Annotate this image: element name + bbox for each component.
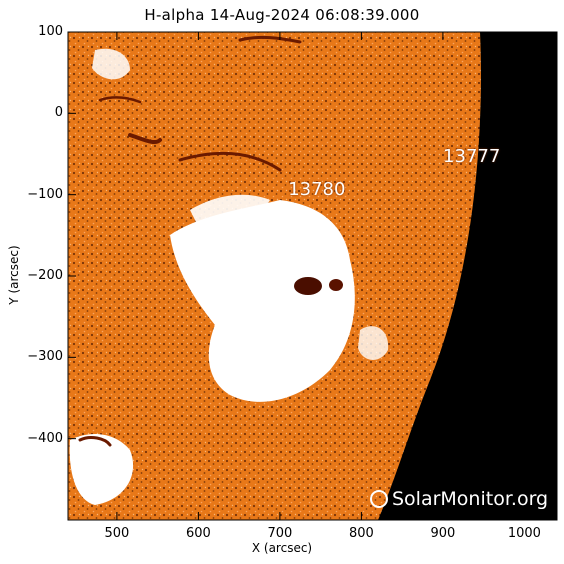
filament-5	[98, 96, 142, 104]
filament-4	[78, 436, 112, 447]
filaments	[78, 35, 302, 447]
active-region-label: 13780	[288, 178, 346, 200]
x-tick-label: 600	[185, 526, 211, 541]
watermark-logo-icon	[370, 490, 388, 508]
lower-left-plage	[69, 434, 134, 505]
sunspot-main	[294, 277, 322, 295]
x-tick-label: 500	[104, 526, 130, 541]
y-tick-label: −200	[27, 268, 63, 283]
filament-2	[128, 133, 162, 145]
x-axis-label: X (arcsec)	[251, 541, 313, 555]
image-area	[68, 32, 557, 520]
active-region-label: 13777	[443, 146, 501, 168]
y-ticks	[68, 31, 557, 440]
space-beyond-limb	[378, 32, 557, 520]
plage-regions	[69, 48, 389, 505]
top-plage	[92, 48, 130, 80]
y-tick-label: 100	[38, 24, 63, 39]
x-tick-label: 1000	[507, 526, 541, 541]
x-tick-label: 800	[348, 526, 374, 541]
sunspot-secondary	[329, 279, 343, 291]
sunspots	[294, 277, 343, 295]
upper-plage	[190, 194, 270, 232]
x-tick-label: 900	[430, 526, 456, 541]
right-plage	[358, 326, 389, 360]
y-axis-label: Y (arcsec)	[7, 245, 21, 305]
y-tick-label: 0	[54, 105, 63, 121]
filament-3	[238, 35, 302, 44]
watermark-text: SolarMonitor.org	[392, 488, 549, 510]
figure-title: H-alpha 14-Aug-2024 06:08:39.000	[144, 6, 420, 24]
watermark: SolarMonitor.org	[370, 488, 548, 510]
y-tick-label: −400	[27, 430, 63, 446]
filament-1	[178, 152, 282, 172]
x-tick-label: 700	[267, 526, 293, 541]
y-tick-label: −300	[27, 349, 63, 365]
y-tick-label: −100	[27, 186, 63, 202]
central-plage	[170, 200, 355, 402]
x-ticks	[116, 32, 525, 520]
